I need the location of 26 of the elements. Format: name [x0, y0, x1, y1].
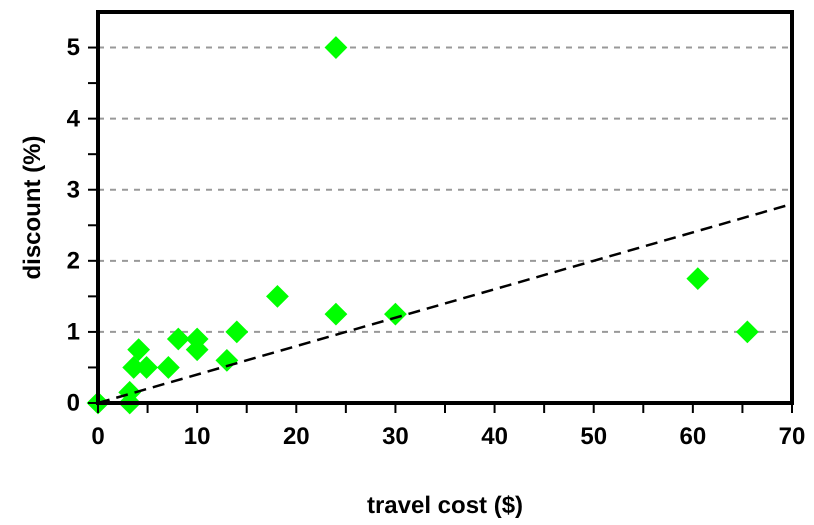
x-tick-label: 70 [778, 423, 806, 450]
x-tick-label: 10 [184, 423, 210, 450]
point [686, 267, 710, 290]
x-tick-label: 60 [680, 423, 706, 450]
x-tick-label: 50 [580, 423, 608, 450]
point [166, 328, 190, 350]
x-tick-label: 20 [282, 423, 310, 450]
point [736, 320, 759, 344]
point [215, 348, 238, 372]
y-tick-label: 3 [66, 176, 80, 204]
x-tick-label: 30 [382, 423, 409, 450]
y-axis-title: discount (%) [19, 136, 46, 280]
x-axis-title: travel cost ($) [366, 492, 524, 519]
x-tick-label: 40 [481, 423, 508, 450]
point [127, 338, 150, 362]
point [156, 356, 180, 379]
y-tick-label: 0 [66, 390, 80, 417]
point [225, 320, 248, 344]
y-tick-label: 2 [66, 248, 80, 274]
point [324, 36, 348, 59]
point [266, 284, 289, 308]
y-tick-label: 5 [66, 34, 80, 62]
point [324, 302, 348, 326]
y-tick-label: 1 [66, 318, 80, 346]
y-tick-label: 4 [66, 105, 81, 132]
x-tick-label: 0 [91, 423, 105, 450]
